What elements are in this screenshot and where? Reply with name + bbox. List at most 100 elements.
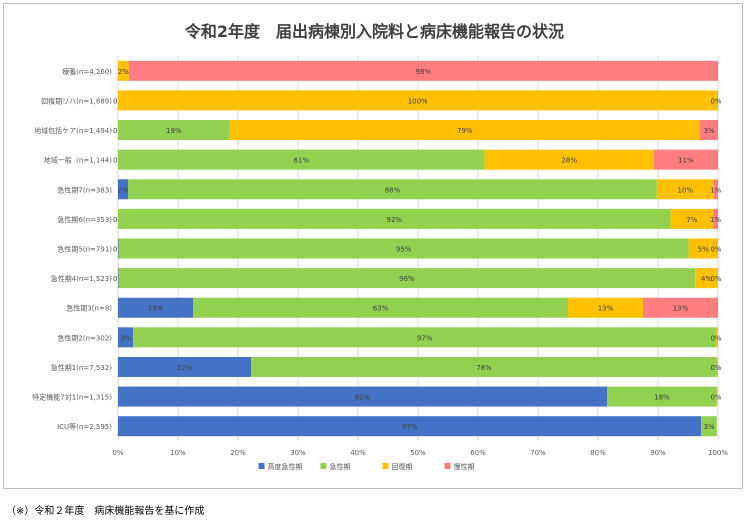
bar-segment [118, 208, 671, 229]
bar-segment [670, 208, 714, 229]
data-label: 19% [166, 127, 182, 135]
data-label: 28% [561, 157, 577, 165]
data-label: 11% [678, 157, 694, 165]
data-label: 0% [710, 394, 721, 402]
x-tick-label: 80% [590, 449, 606, 457]
bar-segment [568, 297, 643, 318]
data-label: 4% [701, 275, 712, 283]
bar-segment [717, 90, 718, 111]
x-tick-label: 100% [708, 449, 728, 457]
y-category-label: 療養(n=4,260) [62, 67, 112, 76]
data-label: 96% [399, 275, 415, 283]
bar-segment [688, 238, 718, 259]
data-label: 0% [710, 97, 721, 105]
bar-segment [118, 268, 696, 289]
bar-segment [118, 327, 133, 348]
x-tick-label: 90% [650, 449, 666, 457]
bar-segment [118, 386, 607, 407]
data-label: 63% [373, 305, 389, 313]
data-label: 88% [385, 186, 401, 194]
x-tick-label: 50% [410, 449, 426, 457]
data-label: 2% [118, 186, 129, 194]
bar-segment [656, 179, 714, 200]
bar-segment [716, 327, 718, 348]
y-category-label: 急性期5(n=791) [57, 245, 112, 254]
data-label: 3% [703, 127, 714, 135]
bar-segment [716, 356, 718, 377]
data-label: 0% [710, 275, 721, 283]
legend-swatch [320, 463, 327, 469]
data-label: 98% [416, 68, 432, 76]
data-label: 13% [148, 305, 164, 313]
x-tick-label: 60% [470, 449, 486, 457]
bar-segment [118, 60, 129, 81]
data-label: 61% [294, 157, 310, 165]
y-category-label: 地域包括ケア(n=1,494) [34, 126, 112, 135]
bar-segment [229, 120, 700, 141]
legend-swatch [382, 463, 389, 469]
data-label: 0% [710, 246, 721, 254]
data-label: 78% [476, 364, 492, 372]
bar-segment [118, 268, 119, 289]
y-category-label: ICU等(n=2,595) [57, 422, 112, 431]
y-category-label: 急性期2(n=302) [57, 333, 112, 342]
x-tick-label: 30% [290, 449, 306, 457]
bar-segment [484, 149, 654, 170]
x-tick-label: 20% [230, 449, 246, 457]
data-label: 2% [118, 68, 129, 76]
data-label: 3% [120, 334, 131, 342]
x-tick-label: 70% [530, 449, 546, 457]
y-category-label: 地域一般（n=1,144) [44, 156, 112, 165]
legend-entry: 高度急性期 [268, 462, 303, 471]
bar-segment [653, 149, 718, 170]
bar-segment [128, 60, 719, 81]
data-label: 95% [396, 246, 412, 254]
y-category-label: 急性期7(n=383) [57, 185, 112, 194]
x-tick-label: 10% [170, 449, 186, 457]
data-label: 1% [710, 216, 721, 224]
bar-segment [607, 386, 717, 407]
data-label: 7% [686, 216, 697, 224]
data-label: 0% [710, 364, 721, 372]
y-category-label: 回復期リハ(n=1,889) [41, 96, 112, 105]
legend-entry: 急性期 [330, 462, 351, 471]
legend-entry: 慢性期 [454, 462, 475, 471]
bar-segment [713, 179, 718, 200]
data-label: 0% [710, 334, 721, 342]
y-category-label: 急性期1(n=7,532) [51, 363, 113, 372]
y-category-label: 特定機能7対1(n=1,315) [32, 393, 112, 402]
legend-swatch [444, 463, 451, 469]
bar-segment [118, 297, 193, 318]
data-label: 10% [678, 186, 694, 194]
x-tick-label: 0% [112, 449, 123, 457]
data-label: 18% [654, 394, 670, 402]
y-category-label: 急性期3(n=8) [66, 304, 112, 313]
bar-segment [716, 386, 718, 407]
bar-segment [118, 149, 485, 170]
data-label: 92% [387, 216, 403, 224]
data-label: 97% [402, 423, 418, 431]
data-label: 13% [598, 305, 614, 313]
data-label: 82% [355, 394, 371, 402]
bar-segment [118, 238, 689, 259]
bar-segment [643, 297, 718, 318]
bar-segment [118, 356, 252, 377]
legend-entry: 回復期 [392, 462, 413, 471]
data-label: 13% [673, 305, 689, 313]
data-label: 5% [698, 246, 709, 254]
y-category-label: 急性期6(n=353) [57, 215, 112, 224]
data-label: 1% [710, 186, 721, 194]
bar-segment [700, 120, 718, 141]
x-tick-label: 40% [350, 449, 366, 457]
data-label: 79% [457, 127, 473, 135]
bar-segment [118, 90, 718, 111]
bar-segment [701, 416, 717, 437]
bar-segment [118, 416, 702, 437]
bar-segment [193, 297, 568, 318]
bar-segment [128, 179, 657, 200]
bar-segment [118, 238, 119, 259]
bar-segment [118, 179, 129, 200]
data-label: 3% [703, 423, 714, 431]
data-label: 100% [408, 97, 428, 105]
